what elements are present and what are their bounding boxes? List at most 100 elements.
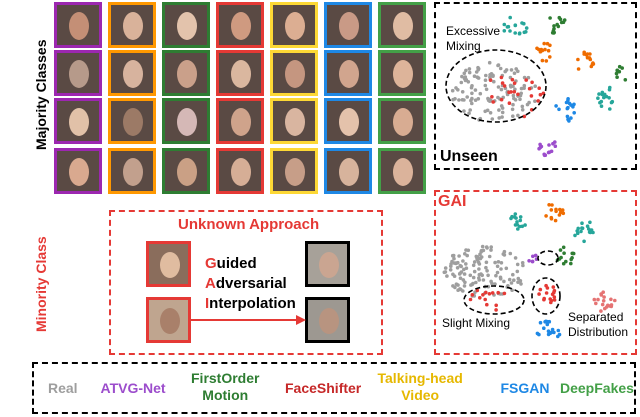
face-skin	[123, 108, 143, 136]
real-point	[483, 83, 488, 88]
face-thumbnail	[270, 98, 318, 144]
real-point	[484, 265, 488, 270]
real-point	[511, 102, 515, 107]
real-point	[499, 261, 504, 265]
cluster-point	[585, 52, 590, 56]
faceshifter-point	[485, 302, 489, 307]
faceshifter-point	[496, 290, 500, 295]
slight-mixing-ellipse	[463, 285, 525, 315]
real-point	[490, 281, 494, 286]
legend-label: Talking-head	[377, 370, 463, 386]
real-point	[456, 283, 460, 287]
unknown-approach-box	[109, 210, 383, 355]
real-point	[506, 284, 510, 288]
cluster-point	[544, 319, 548, 324]
face-skin	[177, 108, 197, 136]
face-thumbnail	[216, 50, 264, 96]
cluster-point	[552, 24, 556, 28]
cluster-point	[620, 66, 624, 70]
real-point	[533, 99, 537, 103]
real-point	[464, 262, 468, 266]
real-point	[526, 75, 531, 80]
face-skin	[339, 158, 359, 186]
cluster-point	[540, 48, 545, 53]
cluster-point	[550, 203, 554, 207]
legend-label: Video	[401, 387, 440, 403]
faceshifter-point	[502, 291, 507, 296]
faceshifter-point	[552, 288, 557, 293]
real-point	[451, 97, 455, 102]
faceshifter-point	[487, 292, 492, 296]
cluster-point	[591, 62, 596, 66]
faceshifter-point	[507, 101, 512, 105]
face-skin	[393, 12, 413, 40]
small-cluster-ellipse	[537, 250, 559, 266]
real-point	[509, 68, 514, 72]
cluster-point	[538, 142, 542, 147]
face-skin	[231, 12, 251, 40]
cluster-point	[542, 41, 546, 46]
faceshifter-point	[530, 80, 534, 85]
cluster-point	[579, 229, 583, 234]
cluster-point	[572, 111, 576, 115]
real-point	[519, 86, 524, 91]
real-point	[488, 111, 493, 115]
gai-initial-g: G	[205, 255, 217, 272]
real-point	[477, 267, 481, 271]
faceshifter-point	[470, 293, 475, 297]
cluster-point	[548, 55, 552, 59]
face-thumbnail	[324, 148, 372, 194]
face-skin	[123, 12, 143, 40]
cluster-point	[602, 95, 606, 100]
legend-item: DeepFakes	[560, 380, 634, 397]
minority-class-label: Minority Class	[33, 236, 49, 332]
interpolation-arrow	[190, 315, 306, 325]
faceshifter-point	[488, 78, 493, 82]
real-point	[478, 256, 483, 261]
cluster-point	[599, 99, 604, 104]
legend-item: FaceShifter	[285, 380, 361, 397]
faceshifter-point	[551, 285, 556, 289]
real-point	[470, 96, 474, 101]
real-point	[468, 108, 472, 112]
face-grid	[54, 0, 426, 200]
cluster-point	[565, 114, 570, 119]
faceshifter-point	[490, 95, 494, 99]
cluster-point	[566, 98, 570, 103]
real-point	[464, 248, 468, 252]
faceshifter-point	[499, 97, 504, 102]
faceshifter-point	[500, 81, 505, 85]
cluster-point	[518, 215, 523, 219]
real-point	[487, 97, 492, 102]
legend-label: DeepFakes	[560, 380, 634, 396]
face-thumbnail	[216, 98, 264, 144]
excessive-label-line2: Mixing	[446, 39, 481, 53]
cluster-point	[546, 332, 551, 337]
real-point	[487, 60, 492, 65]
cluster-point	[552, 330, 556, 335]
real-point	[456, 288, 460, 292]
cluster-point	[546, 48, 551, 53]
real-point	[448, 268, 453, 272]
cluster-point	[506, 24, 511, 29]
face-thumbnail	[324, 2, 372, 48]
real-point	[457, 98, 461, 102]
real-point	[496, 63, 501, 67]
real-point	[477, 276, 481, 280]
real-point	[511, 93, 516, 98]
cluster-point	[548, 16, 552, 20]
real-point	[513, 256, 518, 260]
real-point	[496, 260, 501, 264]
real-point	[450, 88, 455, 93]
cluster-point	[515, 223, 520, 227]
real-point	[474, 254, 479, 259]
cluster-point	[524, 30, 528, 34]
faceshifter-point	[549, 300, 553, 305]
face-skin	[231, 158, 251, 186]
faceshifter-point	[502, 84, 507, 88]
gai-initial-i: I	[205, 295, 210, 312]
cluster-point	[545, 322, 550, 327]
face-skin	[69, 60, 89, 88]
face-skin	[231, 108, 251, 136]
real-point	[512, 278, 516, 282]
